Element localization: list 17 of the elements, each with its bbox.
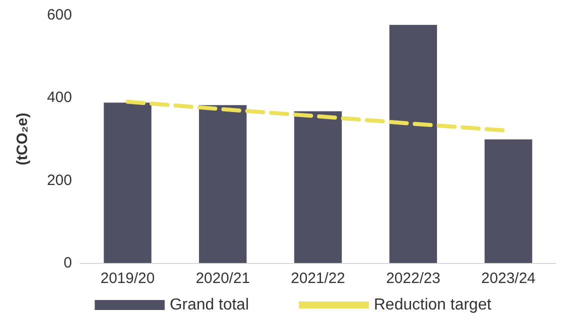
y-tick-label: 0 <box>64 254 72 272</box>
bar <box>104 102 152 263</box>
bar <box>294 111 342 263</box>
bar <box>484 139 532 263</box>
y-tick-label: 600 <box>46 6 72 24</box>
x-tick-label: 2020/21 <box>196 270 250 287</box>
bar <box>389 24 437 263</box>
legend-label: Reduction target <box>374 296 492 314</box>
y-tick-label: 200 <box>46 172 72 189</box>
x-tick-label: 2022/23 <box>386 270 440 287</box>
legend-label: Grand total <box>170 296 249 314</box>
x-tick-label: 2019/20 <box>100 270 155 287</box>
y-axis-title: (tCO₂e) <box>14 112 31 166</box>
x-tick-label: 2023/24 <box>481 270 536 287</box>
bar <box>199 105 247 263</box>
x-tick-label: 2021/22 <box>290 270 346 287</box>
y-tick-label: 400 <box>46 89 72 106</box>
